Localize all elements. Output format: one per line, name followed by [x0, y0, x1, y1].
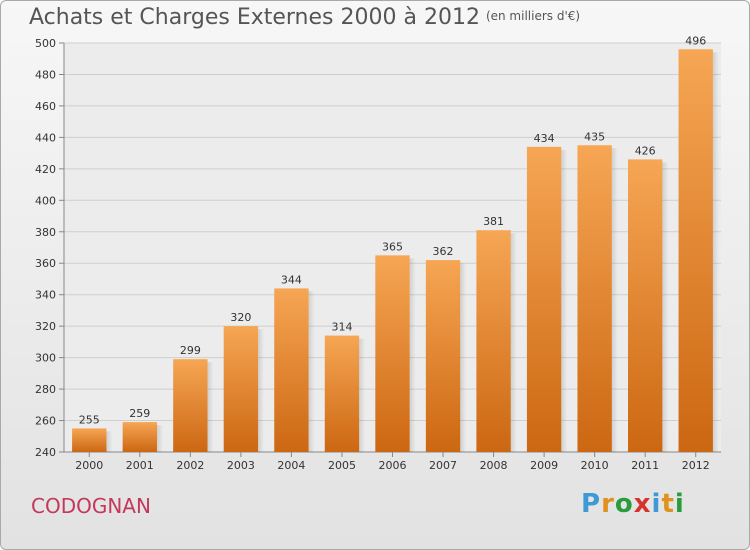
data-label: 259	[129, 407, 150, 420]
logo-letter: i	[674, 489, 685, 519]
data-label: 362	[433, 245, 454, 258]
bar-shadow	[409, 258, 416, 452]
y-tick-label: 400	[35, 194, 56, 207]
bar	[173, 359, 208, 452]
x-tick-label: 2012	[682, 459, 710, 472]
x-tick-label: 2000	[75, 459, 103, 472]
logo-letter: x	[633, 489, 652, 519]
bar	[678, 49, 713, 453]
y-tick-label: 480	[35, 68, 56, 81]
bar-shadow	[156, 425, 163, 452]
bar-shadow	[359, 338, 366, 452]
bar-shadow	[207, 362, 214, 452]
bar	[526, 146, 562, 453]
bar	[72, 428, 107, 452]
x-tick-label: 2003	[227, 459, 255, 472]
x-tick-label: 2006	[379, 459, 407, 472]
bar-shadow	[460, 263, 467, 452]
y-tick-label: 500	[35, 37, 56, 50]
y-tick-label: 360	[35, 257, 56, 270]
data-label: 435	[584, 130, 605, 143]
title-text: Achats et Charges Externes 2000 à 2012	[29, 5, 480, 30]
bar	[324, 335, 360, 452]
y-tick-label: 420	[35, 163, 56, 176]
x-tick-label: 2004	[277, 459, 305, 472]
data-label: 381	[483, 215, 504, 228]
data-label: 344	[281, 273, 302, 286]
logo-letter: r	[601, 489, 615, 519]
y-tick-label: 280	[35, 383, 56, 396]
commune-name: CODOGNAN	[31, 494, 151, 518]
bar	[122, 422, 157, 452]
bar-shadow	[258, 329, 265, 452]
unit-text: (en milliers d'€)	[485, 9, 581, 23]
bar	[577, 145, 612, 452]
bar-shadow	[308, 291, 315, 452]
bar	[375, 255, 410, 452]
y-tick-label: 300	[35, 352, 56, 365]
x-tick-label: 2011	[631, 459, 659, 472]
y-tick-label: 460	[35, 100, 56, 113]
logo-letter: t	[661, 489, 675, 519]
y-tick-label: 260	[35, 415, 56, 428]
data-label: 320	[230, 311, 251, 324]
data-label: 426	[635, 144, 656, 157]
logo-letter: o	[614, 489, 634, 519]
y-tick-label: 240	[35, 446, 56, 459]
data-label: 255	[79, 413, 100, 426]
x-tick-label: 2010	[581, 459, 609, 472]
bar	[476, 230, 511, 452]
x-tick-label: 2008	[480, 459, 508, 472]
y-tick-label: 320	[35, 320, 56, 333]
logo-letter: P	[581, 489, 602, 519]
bar-shadow	[510, 233, 517, 452]
bar	[274, 288, 309, 452]
data-label: 314	[331, 321, 352, 334]
x-tick-label: 2009	[530, 459, 558, 472]
data-label: 496	[685, 34, 706, 47]
chart-title: Achats et Charges Externes 2000 à 2012 (e…	[29, 5, 580, 30]
proxiti-logo: Proxiti	[581, 489, 685, 519]
bar-shadow	[662, 162, 669, 452]
bar	[425, 260, 461, 452]
x-tick-label: 2002	[176, 459, 204, 472]
bar	[223, 326, 259, 452]
data-label: 299	[180, 344, 201, 357]
data-label: 365	[382, 240, 403, 253]
y-tick-label: 440	[35, 131, 56, 144]
bar-shadow	[712, 52, 719, 453]
y-tick-label: 340	[35, 289, 56, 302]
x-tick-label: 2001	[126, 459, 154, 472]
bar-shadow	[561, 149, 568, 453]
logo-letter: i	[651, 489, 662, 519]
x-tick-label: 2005	[328, 459, 356, 472]
y-tick-label: 380	[35, 226, 56, 239]
bar-shadow	[611, 148, 618, 452]
bar-shadow	[106, 431, 113, 452]
x-tick-label: 2007	[429, 459, 457, 472]
bar	[628, 159, 663, 452]
data-label: 434	[534, 132, 555, 145]
